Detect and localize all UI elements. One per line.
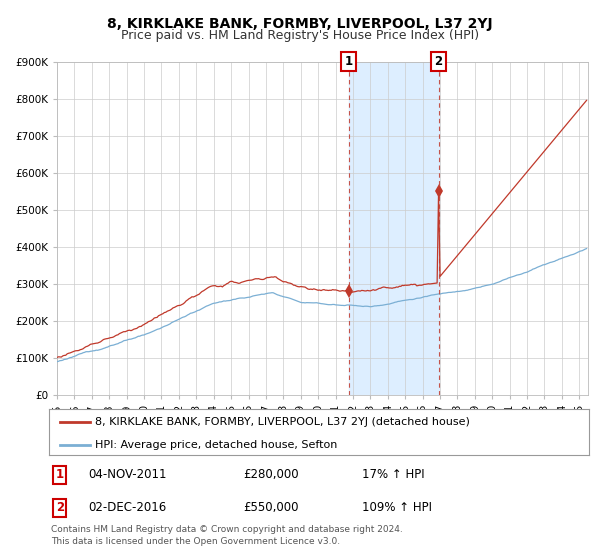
Text: Contains HM Land Registry data © Crown copyright and database right 2024.
This d: Contains HM Land Registry data © Crown c… [51, 525, 403, 545]
Bar [349, 62, 439, 395]
Text: £550,000: £550,000 [244, 501, 299, 514]
Text: 109% ↑ HPI: 109% ↑ HPI [362, 501, 433, 514]
Text: 8, KIRKLAKE BANK, FORMBY, LIVERPOOL, L37 2YJ: 8, KIRKLAKE BANK, FORMBY, LIVERPOOL, L37… [107, 17, 493, 31]
Text: Price paid vs. HM Land Registry's House Price Index (HPI): Price paid vs. HM Land Registry's House … [121, 29, 479, 42]
Text: 2: 2 [56, 501, 64, 514]
Text: HPI: Average price, detached house, Sefton: HPI: Average price, detached house, Seft… [95, 440, 337, 450]
Text: 1: 1 [344, 55, 353, 68]
Text: 8, KIRKLAKE BANK, FORMBY, LIVERPOOL, L37 2YJ (detached house): 8, KIRKLAKE BANK, FORMBY, LIVERPOOL, L37… [95, 417, 470, 427]
Text: 04-NOV-2011: 04-NOV-2011 [88, 468, 167, 482]
Text: 2: 2 [434, 55, 443, 68]
Text: £280,000: £280,000 [244, 468, 299, 482]
Text: 02-DEC-2016: 02-DEC-2016 [88, 501, 166, 514]
Text: 1: 1 [56, 468, 64, 482]
Text: 17% ↑ HPI: 17% ↑ HPI [362, 468, 425, 482]
